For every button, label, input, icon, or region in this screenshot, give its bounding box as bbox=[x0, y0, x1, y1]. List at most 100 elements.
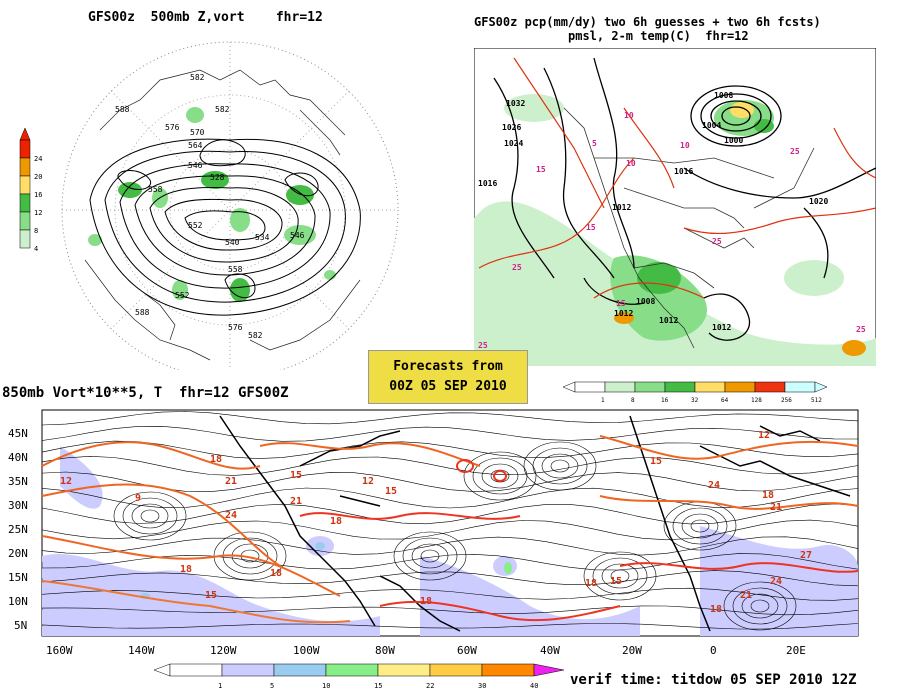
isotherm-label: 18 bbox=[330, 516, 342, 527]
isobar-label: 1016 bbox=[674, 167, 693, 176]
vorticity-contour bbox=[681, 513, 719, 539]
map-500mb-polar: 24 20 16 12 8 4 bbox=[19, 41, 399, 370]
isobar-label: 1016 bbox=[478, 179, 497, 188]
lat-label: 20N bbox=[8, 547, 28, 560]
colorbar-arrow bbox=[814, 381, 828, 393]
vorticity-contour bbox=[592, 557, 648, 595]
colorbar-swatch bbox=[634, 381, 666, 393]
colorbar-swatch bbox=[273, 663, 327, 677]
map-precip-pmsl: 1032 1026 1024 1016 1016 1012 1008 1004 … bbox=[474, 48, 876, 366]
colorbar-tick: 5 bbox=[270, 682, 274, 690]
colorbar-tick: 8 bbox=[631, 397, 635, 402]
contour-label: 576 bbox=[165, 123, 180, 132]
contour-label: 576 bbox=[228, 323, 243, 332]
isobar-label: 1012 bbox=[614, 309, 633, 318]
temp-label: 15 bbox=[586, 223, 596, 232]
temperature-contours bbox=[478, 57, 876, 299]
colorbar-swatch bbox=[481, 663, 535, 677]
isobar-label: 1012 bbox=[612, 203, 631, 212]
isobar-label: 1012 bbox=[712, 323, 731, 332]
vorticity-contour bbox=[541, 453, 579, 479]
lon-label: 160W bbox=[46, 644, 73, 657]
colorbar-swatch bbox=[784, 381, 816, 393]
isotherm-label: 21 bbox=[770, 502, 782, 513]
colorbar-tick: 15 bbox=[374, 682, 382, 690]
isotherm-label: 15 bbox=[205, 590, 217, 601]
lat-label: 10N bbox=[8, 595, 28, 608]
colorbar-tick: 64 bbox=[721, 397, 729, 402]
isobar-label: 1000 bbox=[724, 136, 743, 145]
colorbar-swatch bbox=[724, 381, 756, 393]
contour-label: 552 bbox=[175, 291, 190, 300]
colorbar-tick: 4 bbox=[34, 245, 38, 253]
temp-label: 10 bbox=[626, 159, 636, 168]
colorbar-swatch bbox=[19, 229, 31, 249]
contour-label: 570 bbox=[190, 128, 205, 137]
vorticity-contour bbox=[523, 441, 597, 491]
contour-label: 540 bbox=[225, 238, 240, 247]
colorbar-tick: 24 bbox=[34, 155, 42, 163]
isotherm-label: 18 bbox=[762, 490, 774, 501]
colorbar-arrow bbox=[562, 381, 576, 393]
latitude-labels: 45N 40N 35N 30N 25N 20N 15N 10N 5N bbox=[8, 427, 28, 632]
vorticity-contour bbox=[41, 605, 859, 616]
colorbar-arrow bbox=[153, 663, 171, 677]
temp-label: 25 bbox=[712, 237, 722, 246]
polar-boundary-circle bbox=[61, 41, 399, 370]
vorticity-contour bbox=[402, 537, 458, 575]
contour-label: 558 bbox=[148, 185, 163, 194]
contour-label: 558 bbox=[228, 265, 243, 274]
isobar-label: 1032 bbox=[506, 99, 525, 108]
isobars bbox=[493, 57, 876, 341]
height-contours-500mb bbox=[89, 138, 361, 316]
vorticity-contour bbox=[140, 509, 160, 523]
isotherm-label: 24 bbox=[770, 576, 782, 587]
colorbar-arrow bbox=[19, 127, 31, 141]
contour-label: 582 bbox=[248, 331, 263, 340]
colorbar-swatch bbox=[19, 175, 31, 195]
lat-label: 30N bbox=[8, 499, 28, 512]
vorticity-contour bbox=[122, 497, 178, 535]
vorticity-contour bbox=[550, 459, 570, 473]
vorticity-contour bbox=[690, 519, 710, 533]
panel-500mb-title: GFS00z 500mb Z,vort fhr=12 bbox=[88, 10, 323, 25]
coastlines-500mb bbox=[84, 69, 361, 361]
vorticity-contour bbox=[583, 551, 657, 601]
isotherm-label: 21 bbox=[740, 590, 752, 601]
lon-label: 20E bbox=[786, 644, 806, 657]
colorbar-tick: 22 bbox=[426, 682, 434, 690]
contour-label: 582 bbox=[215, 105, 230, 114]
isotherm-label: 18 bbox=[420, 596, 432, 607]
colorbar-tick: 1 bbox=[601, 397, 605, 402]
contour-label: 528 bbox=[210, 173, 225, 182]
isotherm-label: 9 bbox=[135, 493, 141, 504]
vorticity-contour bbox=[41, 487, 859, 509]
contour-label: 582 bbox=[190, 73, 205, 82]
isotherm-label: 21 bbox=[290, 496, 302, 507]
vorticity-contour bbox=[723, 581, 797, 631]
contour-label: 546 bbox=[188, 161, 203, 170]
temp-label: 15 bbox=[536, 165, 546, 174]
lon-label: 140W bbox=[128, 644, 155, 657]
temp-labels-850mb: 12 9 18 21 24 18 15 18 15 21 12 15 18 12… bbox=[60, 430, 812, 615]
vorticity-contour bbox=[41, 440, 859, 459]
colorbar-850mb: 1 5 10 15 22 30 40 bbox=[153, 663, 565, 690]
vorticity-contour bbox=[41, 503, 859, 525]
isotherm-label: 15 bbox=[610, 576, 622, 587]
colorbar-tick: 32 bbox=[691, 397, 699, 402]
temp-label: 5 bbox=[592, 139, 597, 148]
vorticity-contour bbox=[420, 549, 440, 563]
coastlines-precip bbox=[563, 107, 815, 349]
vorticity-contour bbox=[41, 570, 859, 587]
colorbar-tick: 256 bbox=[781, 397, 792, 402]
colorbar-tick: 128 bbox=[751, 397, 762, 402]
verification-time: verif time: titdow 05 SEP 2010 12Z bbox=[570, 672, 857, 688]
temp-label: 25 bbox=[478, 341, 488, 350]
colorbar-tick: 512 bbox=[811, 397, 822, 402]
isotherm-label: 18 bbox=[180, 564, 192, 575]
isotherm-label: 24 bbox=[225, 510, 237, 521]
vorticity-contour bbox=[41, 455, 859, 476]
panel-precip-title: GFS00z pcp(mm/dy) two 6h guesses + two 6… bbox=[474, 15, 821, 29]
colorbar-tick: 1 bbox=[218, 682, 222, 690]
vorticity-contour bbox=[41, 536, 859, 556]
